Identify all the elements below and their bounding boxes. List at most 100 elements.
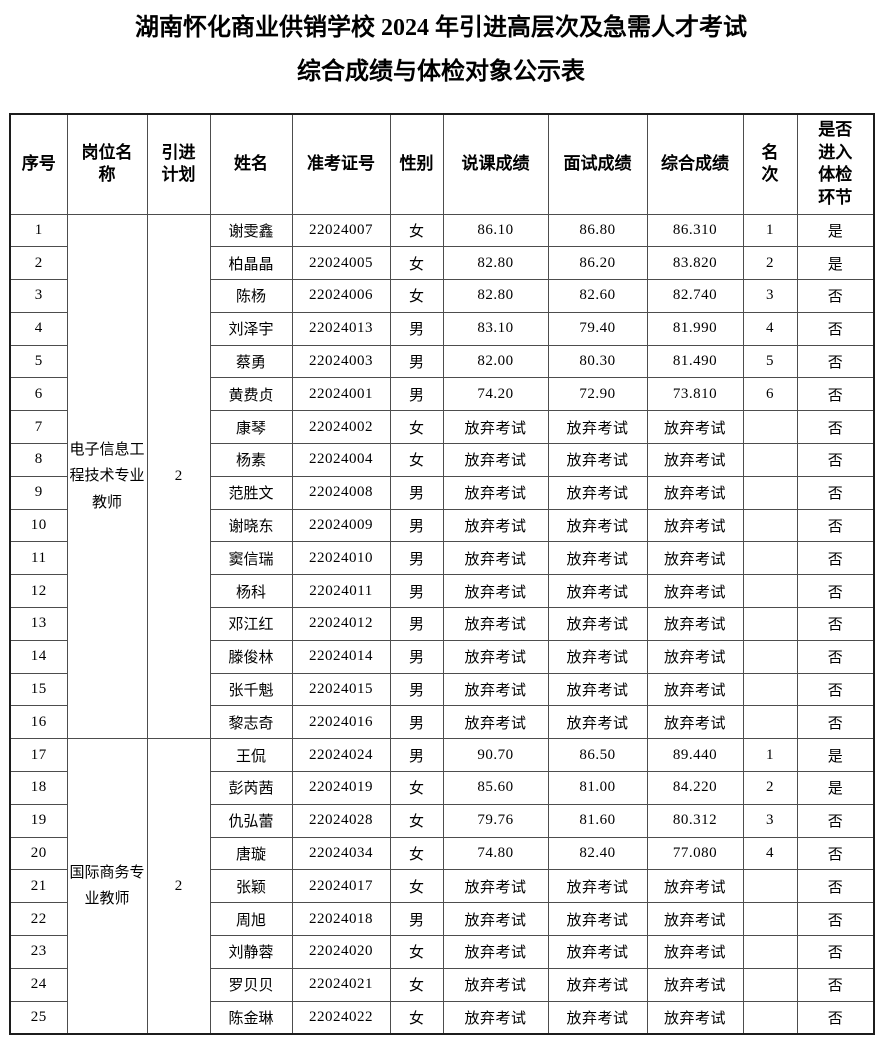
cell-interview-score: 82.60	[547, 279, 648, 313]
table-row: 23 刘静蓉 22024020 女放弃考试 放弃考试 放弃考试否	[9, 935, 875, 969]
cell-serial: 10	[9, 508, 68, 543]
cell-serial: 20	[9, 836, 68, 871]
cell-rank: 2	[742, 771, 798, 805]
cell-serial: 24	[9, 967, 68, 1002]
cell-name: 邓江红	[209, 607, 293, 641]
cell-lecture-score: 74.20	[442, 377, 549, 412]
table-body: 1 电子信息工程技术专业教师 2 谢雯鑫 22024007 女 86.10 86.80 86.3…	[9, 213, 875, 1035]
cell-composite-score: 放弃考试	[646, 967, 744, 1002]
cell-gender: 男	[389, 607, 444, 641]
cell-medical-check: 否	[796, 344, 875, 379]
cell-interview-score: 82.40	[547, 836, 648, 871]
table-row: 6 黄费贞 22024001 男 74.20 72.90 73.810 6 否	[9, 377, 875, 412]
cell-rank: 4	[742, 836, 798, 871]
cell-lecture-score: 放弃考试	[442, 443, 549, 477]
cell-medical-check: 是	[796, 213, 875, 248]
cell-serial: 12	[9, 574, 68, 609]
cell-gender: 男	[389, 344, 444, 379]
cell-interview-score: 放弃考试	[547, 508, 648, 543]
cell-serial: 11	[9, 541, 68, 576]
cell-gender: 男	[389, 738, 444, 773]
cell-medical-check: 否	[796, 672, 875, 707]
cell-position: 国际商务专业教师	[66, 738, 148, 1035]
cell-medical-check: 否	[796, 279, 875, 313]
cell-rank	[742, 869, 798, 904]
table-row: 11 窦信瑞 22024010 男放弃考试 放弃考试 放弃考试否	[9, 541, 875, 576]
cell-interview-score: 放弃考试	[547, 1000, 648, 1035]
results-table: 序号 岗位名 称引进 计划 姓名 准考证号 性别 说课成绩 面试成绩 综合成绩名 次是否 进入…	[9, 113, 875, 1035]
cell-composite-score: 放弃考试	[646, 902, 744, 937]
cell-gender: 男	[389, 639, 444, 674]
cell-exam-id: 22024020	[291, 935, 391, 969]
table-row: 3 陈杨 22024006 女 82.80 82.60 82.740 3 否	[9, 279, 875, 313]
cell-exam-id: 22024002	[291, 410, 391, 445]
table-row: 8 杨素 22024004 女放弃考试 放弃考试 放弃考试否	[9, 443, 875, 477]
cell-exam-id: 22024017	[291, 869, 391, 904]
cell-medical-check: 否	[796, 639, 875, 674]
cell-lecture-score: 放弃考试	[442, 410, 549, 445]
cell-rank	[742, 475, 798, 510]
cell-name: 刘泽宇	[209, 311, 293, 346]
cell-interview-score: 79.40	[547, 311, 648, 346]
cell-lecture-score: 82.80	[442, 246, 549, 281]
cell-interview-score: 81.60	[547, 803, 648, 838]
table-row: 12 杨科 22024011 男放弃考试 放弃考试 放弃考试否	[9, 574, 875, 609]
cell-plan: 2	[146, 213, 211, 740]
cell-exam-id: 22024012	[291, 607, 391, 641]
cell-medical-check: 否	[796, 705, 875, 740]
cell-medical-check: 否	[796, 508, 875, 543]
cell-name: 周旭	[209, 902, 293, 937]
cell-exam-id: 22024024	[291, 738, 391, 773]
cell-exam-id: 22024003	[291, 344, 391, 379]
cell-interview-score: 放弃考试	[547, 935, 648, 969]
cell-composite-score: 放弃考试	[646, 607, 744, 641]
cell-gender: 女	[389, 935, 444, 969]
cell-name: 张千魁	[209, 672, 293, 707]
cell-gender: 男	[389, 672, 444, 707]
cell-medical-check: 否	[796, 836, 875, 871]
cell-interview-score: 放弃考试	[547, 475, 648, 510]
cell-lecture-score: 74.80	[442, 836, 549, 871]
cell-exam-id: 22024018	[291, 902, 391, 937]
cell-interview-score: 放弃考试	[547, 639, 648, 674]
cell-rank: 3	[742, 803, 798, 838]
cell-gender: 男	[389, 574, 444, 609]
cell-interview-score: 86.20	[547, 246, 648, 281]
cell-lecture-score: 放弃考试	[442, 967, 549, 1002]
header-serial: 序号	[9, 113, 68, 215]
cell-serial: 6	[9, 377, 68, 412]
cell-lecture-score: 放弃考试	[442, 705, 549, 740]
cell-composite-score: 放弃考试	[646, 410, 744, 445]
cell-serial: 7	[9, 410, 68, 445]
cell-lecture-score: 放弃考试	[442, 574, 549, 609]
table-row: 4 刘泽宇 22024013 男 83.10 79.40 81.990 4 否	[9, 311, 875, 346]
cell-exam-id: 22024006	[291, 279, 391, 313]
cell-exam-id: 22024015	[291, 672, 391, 707]
table-row: 20 唐璇 22024034 女 74.80 82.40 77.080 4 否	[9, 836, 875, 871]
cell-exam-id: 22024016	[291, 705, 391, 740]
cell-composite-score: 86.310	[646, 213, 744, 248]
cell-serial: 13	[9, 607, 68, 641]
cell-name: 张颖	[209, 869, 293, 904]
cell-exam-id: 22024010	[291, 541, 391, 576]
cell-medical-check: 否	[796, 410, 875, 445]
header-rank: 名 次	[742, 113, 798, 215]
cell-rank: 1	[742, 213, 798, 248]
header-position: 岗位名 称	[66, 113, 148, 215]
cell-gender: 女	[389, 803, 444, 838]
cell-exam-id: 22024005	[291, 246, 391, 281]
cell-composite-score: 放弃考试	[646, 508, 744, 543]
cell-serial: 9	[9, 475, 68, 510]
cell-rank	[742, 410, 798, 445]
cell-composite-score: 81.490	[646, 344, 744, 379]
cell-gender: 男	[389, 541, 444, 576]
table-row: 21 张颖 22024017 女放弃考试 放弃考试 放弃考试否	[9, 869, 875, 904]
cell-lecture-score: 放弃考试	[442, 639, 549, 674]
cell-interview-score: 放弃考试	[547, 902, 648, 937]
cell-medical-check: 否	[796, 443, 875, 477]
header-gender: 性别	[389, 113, 444, 215]
cell-name: 陈杨	[209, 279, 293, 313]
cell-rank	[742, 1000, 798, 1035]
cell-interview-score: 86.80	[547, 213, 648, 248]
